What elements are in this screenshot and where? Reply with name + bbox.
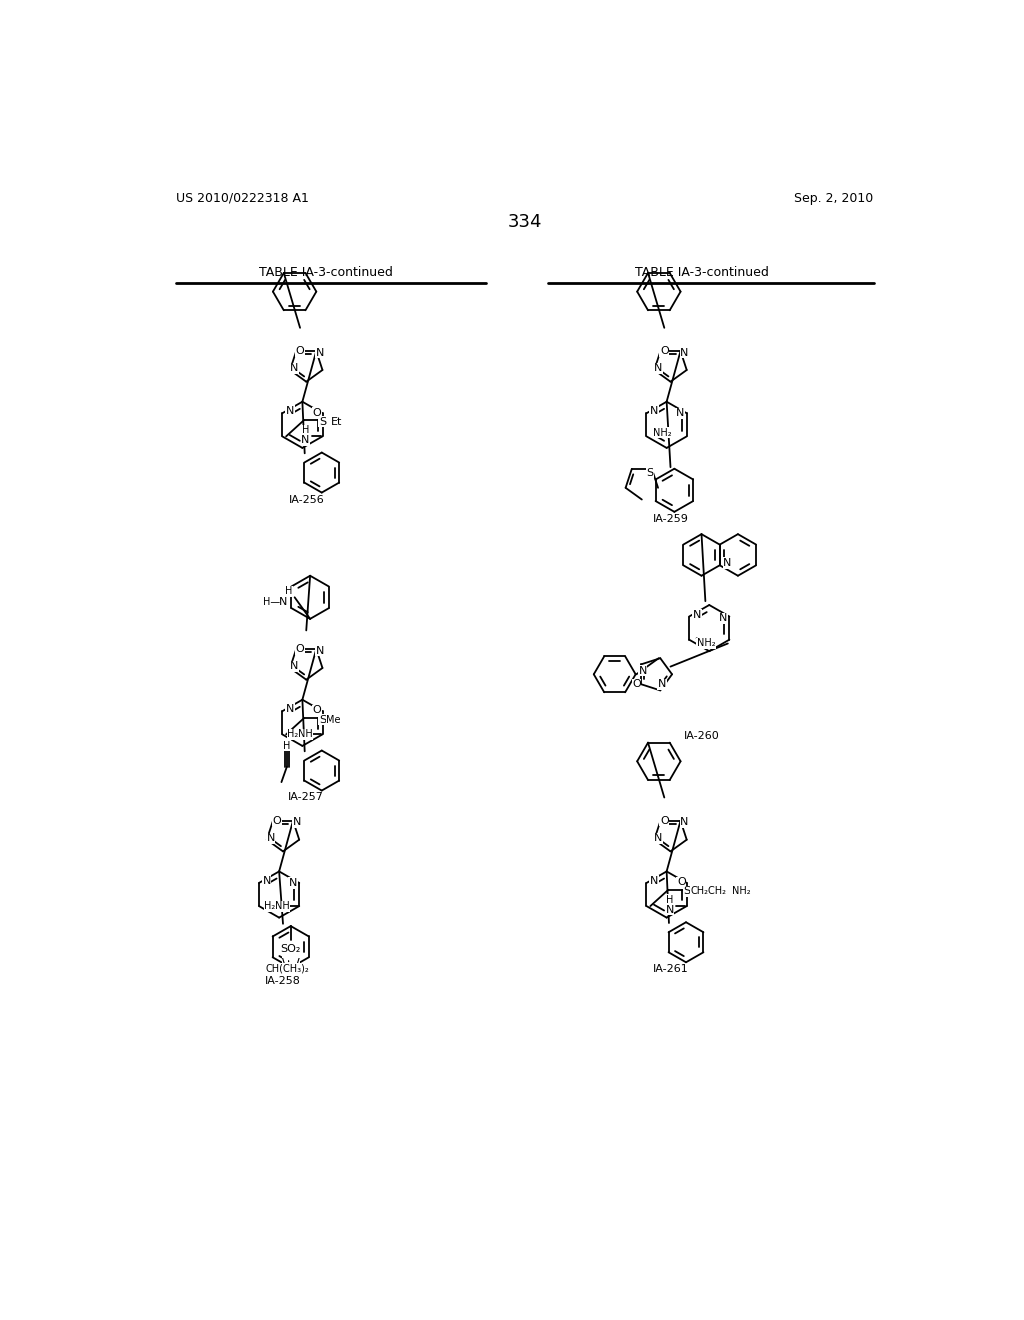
Text: IA-261: IA-261: [652, 964, 688, 974]
Text: O: O: [312, 705, 322, 715]
Text: N: N: [680, 347, 688, 358]
Text: IA-257: IA-257: [289, 792, 325, 803]
Text: IA-256: IA-256: [289, 495, 325, 504]
Text: N: N: [266, 833, 274, 843]
Text: N: N: [290, 661, 298, 672]
Text: N: N: [312, 706, 321, 717]
Text: N: N: [316, 645, 325, 656]
Text: N: N: [286, 407, 294, 416]
Text: US 2010/0222318 A1: US 2010/0222318 A1: [176, 191, 309, 205]
Text: S: S: [683, 887, 690, 896]
Text: O: O: [660, 816, 669, 826]
Text: Me: Me: [326, 714, 341, 725]
Text: H₂: H₂: [264, 902, 275, 911]
Text: N: N: [316, 347, 325, 358]
Text: IA-258: IA-258: [265, 975, 301, 986]
Text: Sep. 2, 2010: Sep. 2, 2010: [795, 191, 873, 205]
Text: O: O: [632, 680, 641, 689]
Text: Et: Et: [331, 417, 342, 426]
Text: N: N: [650, 875, 658, 886]
Text: CH₂CH₂: CH₂CH₂: [690, 887, 726, 896]
Text: NH: NH: [298, 730, 313, 739]
Text: H—: H—: [263, 597, 280, 607]
Text: IA-259: IA-259: [652, 513, 688, 524]
Text: N: N: [719, 612, 727, 623]
Text: NH: NH: [274, 902, 290, 911]
Text: N: N: [312, 408, 321, 418]
Text: N: N: [279, 597, 287, 607]
Text: CH(CH₃)₂: CH(CH₃)₂: [265, 964, 309, 973]
Text: TABLE IA-3-continued: TABLE IA-3-continued: [635, 265, 768, 279]
Text: H₂: H₂: [288, 730, 299, 739]
Text: H: H: [285, 586, 292, 597]
Text: \: \: [283, 956, 287, 970]
Text: O: O: [312, 408, 322, 417]
Text: N: N: [680, 817, 688, 828]
Text: NH₂: NH₂: [652, 428, 672, 437]
Text: N: N: [650, 407, 658, 416]
Text: N: N: [654, 363, 663, 374]
Text: N: N: [290, 363, 298, 374]
Text: O: O: [660, 346, 669, 356]
Text: N: N: [657, 680, 666, 689]
Text: TABLE IA-3-continued: TABLE IA-3-continued: [259, 265, 393, 279]
Text: N: N: [677, 408, 685, 418]
Text: N: N: [286, 704, 294, 714]
Text: O: O: [296, 644, 304, 653]
Text: /: /: [295, 956, 299, 970]
Text: SO₂: SO₂: [281, 944, 301, 954]
Text: N: N: [654, 833, 663, 843]
Text: N: N: [677, 878, 685, 888]
Text: S: S: [647, 467, 654, 478]
Text: IA-260: IA-260: [684, 731, 720, 741]
Text: N: N: [692, 610, 701, 620]
Text: NH₂: NH₂: [697, 639, 716, 648]
Text: H: H: [284, 741, 291, 751]
Text: O: O: [296, 346, 304, 356]
Text: N: N: [293, 817, 301, 828]
Text: 334: 334: [508, 213, 542, 231]
Text: H: H: [302, 425, 309, 436]
Text: O: O: [272, 816, 282, 826]
Text: S: S: [319, 714, 326, 725]
Text: S: S: [319, 417, 326, 426]
Text: NH₂: NH₂: [732, 887, 751, 896]
Text: N: N: [289, 878, 297, 888]
Text: N: N: [666, 906, 674, 915]
Text: O: O: [677, 878, 686, 887]
Text: N: N: [301, 436, 309, 445]
Text: N: N: [723, 558, 732, 568]
Text: N: N: [262, 875, 271, 886]
Text: N: N: [639, 665, 647, 676]
Text: H: H: [666, 895, 674, 906]
